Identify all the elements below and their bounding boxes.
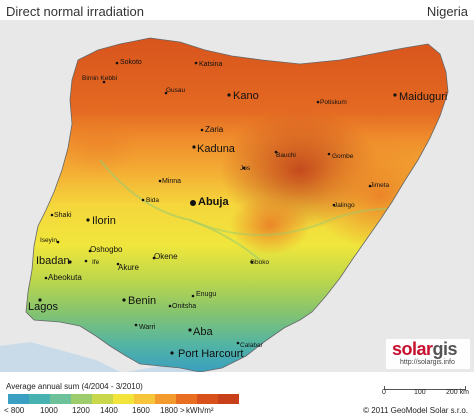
logo-url[interactable]: http://solargis.info	[400, 359, 455, 366]
city-katsina: Katsina	[199, 61, 222, 68]
logo-brand-b: gis	[432, 339, 458, 359]
legend-tick-3: 1200	[72, 406, 90, 415]
legend-swatch	[218, 394, 239, 404]
city-jalingo: Jalingo	[334, 202, 355, 209]
legend-color-bar	[8, 394, 239, 404]
map-area[interactable]: Sokoto Katsina Birnin Kebbi Gusau Kano M…	[0, 20, 474, 372]
irradiation-map: Sokoto Katsina Birnin Kebbi Gusau Kano M…	[0, 20, 474, 372]
city-ibadan: Ibadan	[36, 255, 70, 267]
logo-brand-a: solar	[392, 339, 433, 359]
city-potiskum: Potiskum	[320, 99, 347, 106]
scale-bar	[384, 386, 466, 390]
city-gboko: Gboko	[250, 259, 270, 266]
legend-swatch	[134, 394, 155, 404]
legend-swatch	[92, 394, 113, 404]
city-bida: Bida	[146, 197, 159, 204]
city-onitsha: Onitsha	[172, 303, 196, 310]
city-iseyin: Iseyin	[40, 237, 57, 244]
legend-swatch	[29, 394, 50, 404]
legend-swatch	[113, 394, 134, 404]
legend-tick-2: 1000	[40, 406, 58, 415]
city-enugu: Enugu	[196, 291, 216, 298]
nigeria-dni-layer	[26, 38, 448, 372]
city-jos: Jos	[240, 165, 251, 172]
city-lagos: Lagos	[28, 301, 58, 313]
legend-tick-4: 1400	[100, 406, 118, 415]
legend-unit: kWh/m²	[186, 406, 214, 415]
city-warri: Warri	[139, 324, 156, 331]
city-gombe: Gombe	[332, 153, 354, 160]
city-labels: Sokoto Katsina Birnin Kebbi Gusau Kano M…	[28, 59, 447, 360]
legend-swatch	[71, 394, 92, 404]
legend-footer: Average annual sum (4/2004 - 3/2010) < 8…	[0, 372, 474, 418]
copyright-text: © 2011 GeoModel Solar s.r.o.	[363, 406, 468, 415]
city-gusau: Gusau	[166, 87, 186, 94]
legend-swatch	[155, 394, 176, 404]
gulf-of-guinea	[0, 342, 120, 372]
city-akure: Akure	[118, 263, 139, 272]
scale-label-200: 200 km	[446, 389, 469, 396]
legend-swatch	[8, 394, 29, 404]
city-abeokuta: Abeokuta	[48, 273, 82, 282]
city-okene: Okene	[154, 252, 178, 261]
legend-tick-6: 1800 >	[160, 406, 185, 415]
city-bauchi: Bauchi	[276, 152, 296, 159]
legend-tick-1: < 800	[4, 406, 25, 415]
city-port-harcourt: Port Harcourt	[178, 348, 243, 360]
city-shaki: Shaki	[54, 212, 72, 219]
legend-swatch	[50, 394, 71, 404]
city-jimeta: Jimeta	[370, 182, 390, 189]
legend-swatch	[176, 394, 197, 404]
city-ife: Ife	[92, 259, 100, 266]
city-zaria: Zaria	[205, 125, 224, 134]
country-name: Nigeria	[426, 4, 468, 19]
scale-label-100: 100	[414, 389, 426, 396]
city-benin: Benin	[128, 295, 156, 307]
city-kano: Kano	[233, 90, 259, 102]
solargis-logo[interactable]: solargis http://solargis.info	[386, 339, 470, 369]
scale-label-0: 0	[382, 389, 386, 396]
city-sokoto: Sokoto	[120, 59, 142, 66]
country-border	[25, 37, 449, 372]
city-oshogbo: Oshogbo	[90, 245, 123, 254]
city-ilorin: Ilorin	[92, 215, 116, 227]
legend-caption: Average annual sum (4/2004 - 3/2010)	[6, 382, 143, 391]
legend-swatch	[197, 394, 218, 404]
city-minna: Minna	[162, 178, 181, 185]
map-title: Direct normal irradiation	[6, 4, 144, 19]
city-aba: Aba	[193, 326, 213, 338]
city-kaduna: Kaduna	[197, 143, 236, 155]
city-maiduguri: Maiduguri	[399, 91, 447, 103]
city-birnin-kebbi: Birnin Kebbi	[82, 75, 117, 82]
legend-tick-5: 1600	[132, 406, 150, 415]
city-calabar: Calabar	[240, 342, 264, 349]
city-abuja: Abuja	[198, 196, 229, 208]
